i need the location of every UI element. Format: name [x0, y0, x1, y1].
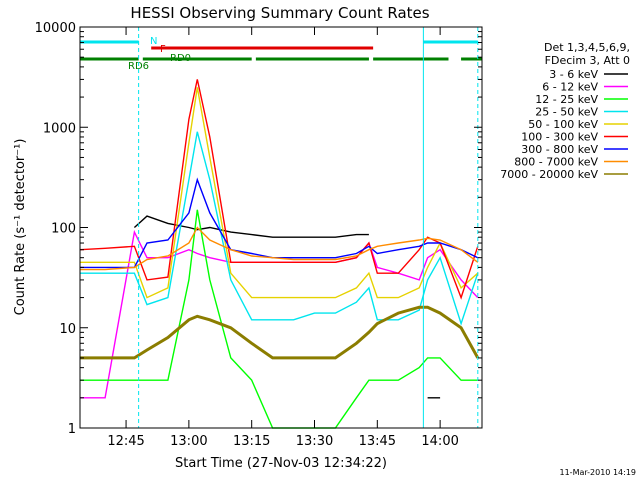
legend-label: 3 - 6 keV — [549, 68, 598, 81]
x-axis-label: Start Time (27-Nov-03 12:34:22) — [175, 456, 387, 471]
series-line — [80, 305, 480, 360]
x-tick-label: 14:00 — [421, 434, 458, 449]
x-tick-label: 13:30 — [296, 434, 333, 449]
chart-title: HESSI Observing Summary Count Rates — [130, 4, 429, 22]
series-line — [80, 131, 479, 326]
y-tick-label: 1 — [68, 422, 76, 437]
legend-label: 50 - 100 keV — [528, 118, 598, 131]
series-line — [80, 226, 479, 271]
x-tick-label: 12:45 — [107, 434, 144, 449]
legend-label: 7000 - 20000 keV — [500, 168, 598, 181]
series-line — [80, 87, 479, 299]
flags-layer: NF RD0 RD6 — [80, 36, 482, 72]
legend: Det 1,3,4,5,6,9,FDecim 3, Att 03 - 6 keV… — [500, 41, 630, 181]
legend-label: 6 - 12 keV — [542, 81, 598, 94]
legend-label: 800 - 7000 keV — [514, 156, 598, 169]
flag-label: RD0 — [170, 53, 191, 64]
y-tick-label: 10000 — [35, 21, 76, 36]
y-tick-label: 10 — [59, 322, 76, 337]
legend-label: 25 - 50 keV — [535, 106, 598, 119]
footer-timestamp: 11-Mar-2010 14:19 — [560, 468, 637, 477]
legend-label: 100 - 300 keV — [521, 131, 598, 144]
series-line — [133, 215, 441, 399]
x-tick-label: 13:15 — [233, 434, 270, 449]
legend-label: 12 - 25 keV — [535, 93, 598, 106]
flag-label: F — [160, 44, 166, 55]
y-tick-label: 1000 — [43, 121, 76, 136]
x-tick-label: 13:00 — [170, 434, 207, 449]
y-tick-label: 100 — [51, 222, 76, 237]
axes-layer: 12:45 13:00 13:15 13:30 13:45 14:00 1 10 100 1000… — [35, 21, 482, 449]
y-axis-label: Count Rate (s⁻¹ detector⁻¹) — [13, 139, 28, 316]
legend-header: FDecim 3, Att 0 — [545, 54, 630, 67]
flag-label: RD6 — [128, 61, 149, 72]
series-line — [80, 177, 479, 269]
legend-label: 300 - 800 keV — [521, 143, 598, 156]
legend-header: Det 1,3,4,5,6,9, — [544, 41, 630, 54]
flag-label: N — [150, 36, 157, 47]
x-tick-label: 13:45 — [359, 434, 396, 449]
